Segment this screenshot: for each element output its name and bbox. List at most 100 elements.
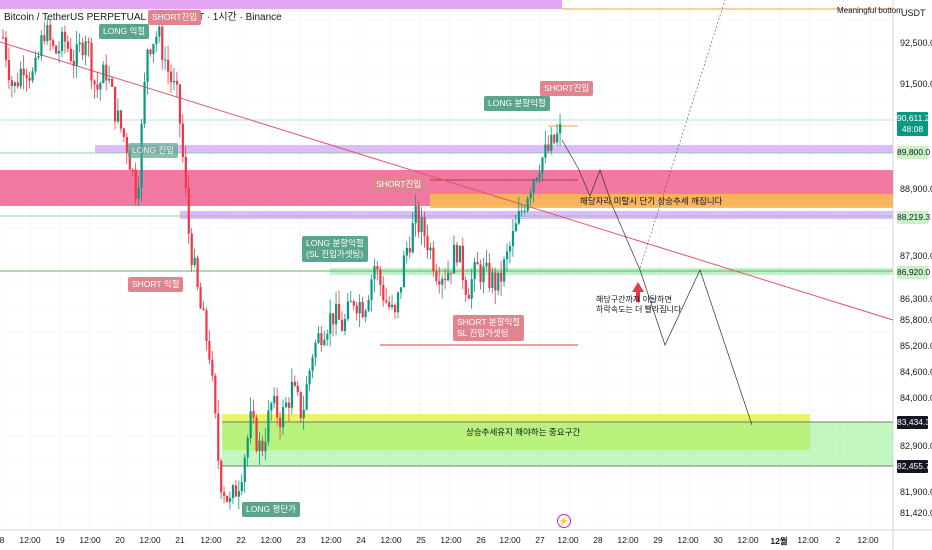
candle-body (149, 49, 152, 55)
candle-body (467, 294, 470, 299)
candle-body (122, 128, 126, 137)
candle-body (72, 60, 75, 66)
candle-body (134, 169, 137, 199)
candle-body (102, 64, 105, 84)
short-entry-mid-tag: SHORT진입 (372, 177, 426, 192)
candle-body (441, 278, 444, 285)
time-tick: 12:00 (19, 535, 41, 545)
candle-body (476, 262, 479, 265)
candle-body (391, 304, 394, 308)
price-tick: 81,420.0 (900, 508, 932, 518)
candle-body (93, 80, 96, 85)
candle-body (131, 169, 134, 171)
candle-body (323, 339, 326, 346)
price-tick: 82,900.0 (900, 441, 932, 451)
candle-body (355, 305, 358, 314)
candle-body (128, 152, 131, 170)
candle-body (217, 413, 220, 461)
candle-body (290, 381, 294, 408)
candle-body (511, 231, 515, 247)
candle-body (43, 35, 46, 42)
short-partial-tag: SHORT 분할익절 SL 진입가셋팅 (453, 315, 525, 341)
candle-body (379, 269, 382, 285)
long-stop-tag: LONG 평단가 (242, 502, 300, 517)
time-tick: 30 (713, 535, 723, 545)
candle-body (382, 284, 385, 301)
short-take-profit-tag: SHORT 익절 (128, 277, 184, 292)
candle-body (220, 460, 223, 493)
level-box: 86,920.0 (897, 266, 931, 279)
price-tick: 87,300.0 (900, 251, 932, 261)
down-arrow-icon (632, 282, 644, 302)
candle-body (329, 313, 332, 334)
candle-body (450, 272, 453, 274)
resistance-band-1 (95, 145, 893, 153)
candle-body (338, 303, 341, 320)
time-tick: 12:00 (139, 535, 161, 545)
candle-body (408, 247, 411, 253)
level-box: 83,434.3 (897, 416, 931, 429)
candle-body (175, 80, 179, 85)
green-key-zone (222, 422, 893, 466)
time-tick: 12:00 (499, 535, 521, 545)
long-partial-line1: LONG 분할익절 (306, 238, 364, 248)
candle-body (58, 51, 61, 54)
candle-body (108, 78, 111, 81)
candle-body (205, 310, 208, 341)
candle-body (556, 133, 559, 143)
candle-body (167, 59, 170, 72)
short-entry-top-tag: SHORT진입 (540, 81, 594, 96)
candle-body (231, 485, 235, 499)
long-entry-tag: LONG 진입 (128, 143, 179, 158)
candle-body (114, 86, 117, 122)
candle-body (99, 83, 102, 90)
candle-body (538, 173, 541, 178)
time-tick: 24 (356, 535, 366, 545)
price-tick: 86,300.0 (900, 294, 932, 304)
time-tick: 12:00 (320, 535, 342, 545)
candle-body (514, 223, 518, 232)
candle-body (214, 375, 217, 414)
candle-body (461, 245, 464, 281)
candle-body (417, 205, 420, 233)
candle-body (523, 210, 526, 212)
lightning-icon[interactable]: ⚡ (557, 514, 571, 528)
candle-body (411, 223, 414, 253)
time-tick: 20 (115, 535, 125, 545)
candle-body (69, 48, 72, 61)
candle-body (376, 266, 379, 270)
time-tick: 12:00 (79, 535, 101, 545)
candle-body (178, 84, 182, 124)
price-tick: 88,900.0 (900, 184, 932, 194)
candle-body (452, 244, 456, 274)
candle-body (458, 245, 462, 263)
candle-body (190, 233, 193, 265)
arrow-note-1: 해당구간까지 이탈하면 (596, 295, 672, 304)
candle-body (240, 482, 243, 492)
time-tick: 12월 (770, 536, 788, 546)
candle-body (429, 247, 432, 251)
level-box: 82,455.7 (897, 460, 931, 473)
candle-body (541, 157, 544, 174)
descending-trendline (0, 41, 894, 321)
short-partial-line1: SHORT 분할익절 (457, 317, 521, 327)
candle-body (143, 81, 146, 124)
candle-body (66, 41, 70, 49)
time-tick: 8 (0, 535, 5, 545)
candle-body (13, 82, 16, 86)
candle-body (414, 205, 417, 224)
candle-body (326, 333, 329, 340)
candle-body (349, 301, 352, 303)
candle-body (146, 49, 149, 82)
candle-body (314, 342, 317, 358)
candle-body (550, 134, 553, 151)
candle-body (367, 299, 370, 311)
candle-body (402, 255, 406, 288)
candle-body (370, 279, 373, 300)
time-tick: 12:00 (260, 535, 282, 545)
short-partial-line2: SL 진입가셋팅 (457, 328, 509, 338)
candles (2, 13, 562, 510)
candle-body (31, 71, 34, 81)
time-tick: 12:00 (617, 535, 639, 545)
price-tick: 92,500.0 (900, 38, 932, 48)
